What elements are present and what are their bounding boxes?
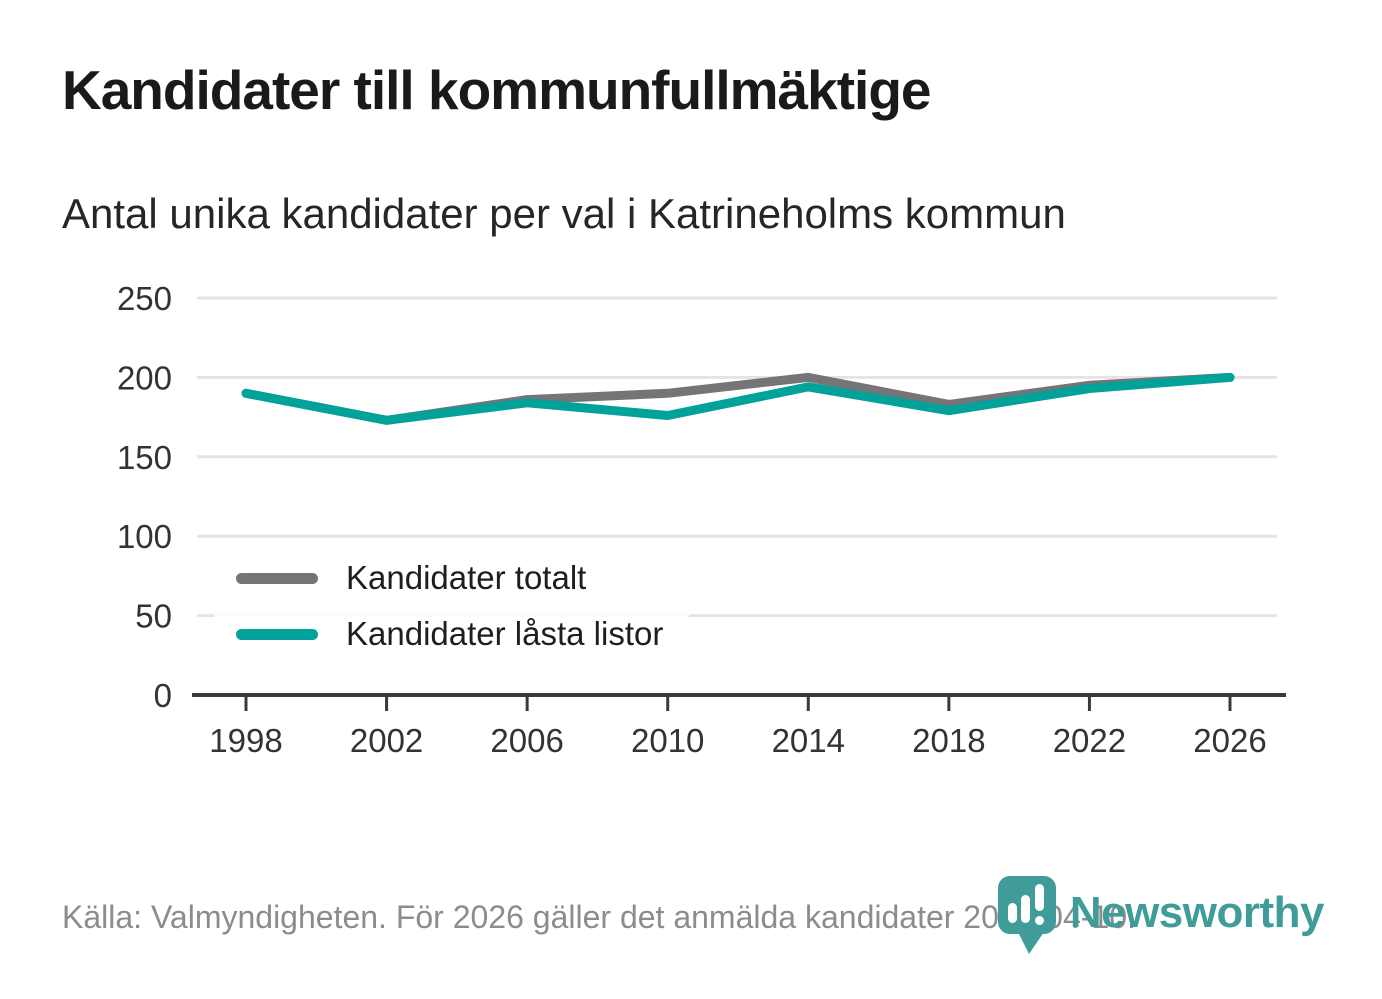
legend-item-total: Kandidater totalt xyxy=(218,550,663,606)
x-tick-label-1998: 1998 xyxy=(209,722,282,759)
y-tick-label-50: 50 xyxy=(135,598,172,635)
legend-label-locked: Kandidater låsta listor xyxy=(346,615,664,652)
brand-name: Newsworthy xyxy=(1069,888,1325,937)
newsworthy-logo: Newsworthy xyxy=(997,872,1325,954)
x-tick-label-2018: 2018 xyxy=(912,722,985,759)
series-line-locked xyxy=(241,372,1235,425)
legend-label-total: Kandidater totalt xyxy=(346,559,587,596)
x-tick-label-2010: 2010 xyxy=(631,722,704,759)
y-tick-label-200: 200 xyxy=(117,359,172,396)
y-tick-label-150: 150 xyxy=(117,439,172,476)
x-tick-label-2002: 2002 xyxy=(350,722,423,759)
y-tick-label-100: 100 xyxy=(117,518,172,555)
page-title: Kandidater till kommunfullmäktige xyxy=(62,59,932,121)
chart-subtitle: Antal unika kandidater per val i Katrine… xyxy=(62,190,1066,237)
legend-item-locked: Kandidater låsta listor xyxy=(218,606,663,662)
bar-chart-pin-icon xyxy=(997,876,1056,954)
legend-swatch-total xyxy=(236,572,318,584)
x-tick-label-2014: 2014 xyxy=(772,722,845,759)
legend-swatch-locked xyxy=(236,628,318,640)
y-tick-label-250: 250 xyxy=(117,280,172,317)
chart-legend: Kandidater totalt Kandidater låsta listo… xyxy=(214,546,690,672)
x-tick-label-2026: 2026 xyxy=(1193,722,1266,759)
y-tick-label-0: 0 xyxy=(154,677,172,714)
source-note: Källa: Valmyndigheten. För 2026 gäller d… xyxy=(62,899,1136,935)
x-tick-label-2006: 2006 xyxy=(490,722,563,759)
x-tick-label-2022: 2022 xyxy=(1053,722,1126,759)
